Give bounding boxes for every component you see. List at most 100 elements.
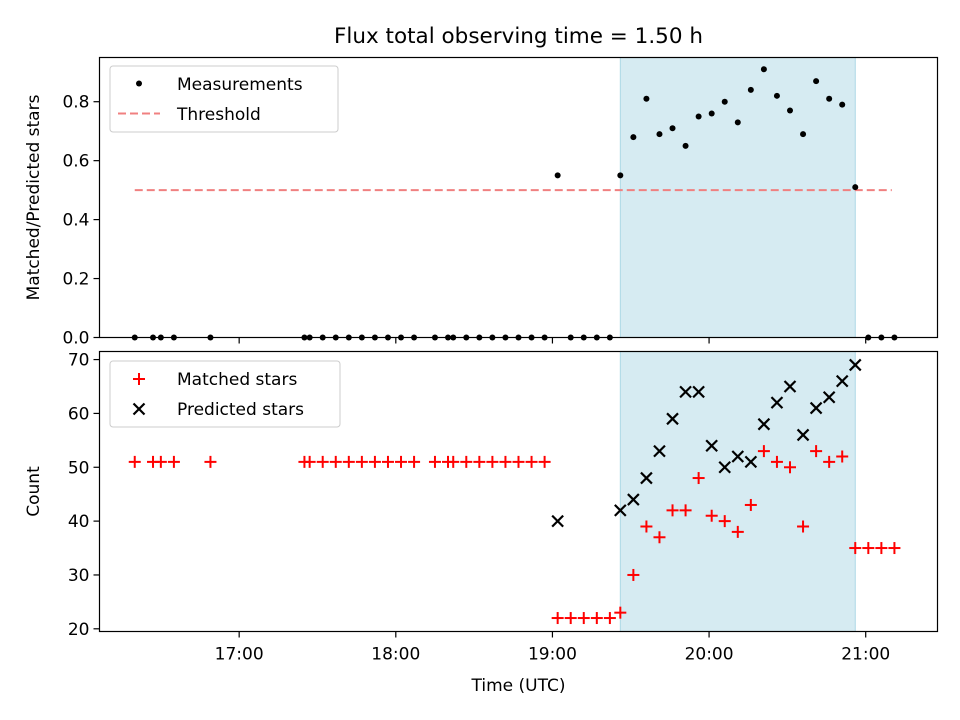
predicted-star-point-7 [692, 385, 705, 399]
predicted-star-point-12 [757, 417, 771, 431]
matched-star-point-14 [408, 455, 421, 468]
x-tick-label-1: 18:00 [371, 645, 420, 665]
matched-star-point-51 [888, 542, 901, 555]
matched-star-point-38 [718, 515, 731, 528]
predicted-star-point-15-b [796, 428, 810, 442]
matched-star-point-10 [355, 455, 368, 468]
measurement-point-46 [826, 95, 833, 102]
matched-star-point-45 [810, 445, 823, 458]
x-axis-label: Time (UTC) [471, 676, 566, 696]
matched-star-point-8 [329, 455, 342, 468]
count-y-axis-label: Count [24, 466, 44, 517]
matched-star-point-31 [627, 568, 640, 581]
count-panel: 20 30 40 50 60 70 Count Matched stars Predict… [24, 350, 939, 640]
measurement-point-37 [708, 110, 715, 117]
legend-predicted-cross-b [132, 402, 146, 416]
predicted-star-point-4-b [653, 444, 666, 458]
ratio-legend: Measurements Threshold [109, 65, 339, 133]
legend-matched-label: Matched stars [177, 370, 297, 390]
measurement-point-32 [643, 95, 650, 102]
predicted-star-point-16 [809, 401, 823, 415]
time-x-ticks: 17:00 18:00 19:00 20:00 21:00 [215, 337, 890, 665]
measurement-point-41 [760, 66, 767, 73]
legend-threshold-label: Threshold [176, 105, 261, 125]
predicted-star-point-14 [783, 380, 797, 393]
legend-matched-plus [133, 373, 145, 385]
matched-star-point-29 [603, 612, 616, 625]
measurement-point-36 [695, 113, 702, 120]
matched-star-point-40 [744, 498, 757, 511]
legend-measurements-marker [136, 80, 142, 87]
matched-star-point-18 [460, 455, 473, 468]
predicted-star-point-13 [770, 396, 784, 409]
predicted-star-point-3-b [640, 471, 653, 485]
predicted-star-point-15 [796, 428, 810, 442]
measurement-point-31 [630, 134, 637, 141]
predicted-star-point-2-b [627, 493, 640, 506]
chart-title: Flux total observing time = 1.50 h [334, 24, 703, 49]
observing-window-bottom [619, 351, 856, 632]
ratio-y-tick-label-1: 0.2 [62, 270, 89, 290]
measurement-point-48 [852, 184, 859, 191]
measurement-point-44 [800, 131, 807, 138]
count-y-ticks: 20 30 40 50 60 70 [68, 351, 100, 640]
measurement-point-42 [773, 92, 780, 99]
ratio-y-tick-label-4: 0.8 [62, 93, 89, 113]
matched-star-point-32 [640, 520, 653, 533]
predicted-star-point-1-b [614, 504, 627, 517]
predicted-star-point-8-b [705, 439, 718, 453]
predicted-star-point-18 [835, 374, 849, 388]
predicted-star-point-13-b [770, 396, 784, 409]
predicted-star-point-9 [718, 460, 732, 474]
matched-star-point-35 [679, 504, 692, 517]
matched-star-point-46 [823, 455, 836, 468]
count-legend: Matched stars Predicted stars [109, 360, 341, 428]
matched-star-point-26 [564, 612, 577, 625]
matched-star-point-43 [784, 461, 797, 474]
matched-star-point-42 [770, 455, 783, 468]
x-tick-label-0: 17:00 [215, 645, 264, 665]
measurement-point-40 [747, 86, 754, 93]
predicted-star-point-6 [679, 385, 692, 399]
predicted-star-point-17-b [822, 390, 836, 404]
predicted-star-point-7-b [692, 385, 705, 399]
predicted-star-point-18-b [835, 374, 849, 388]
count-y-tick-label-4: 60 [68, 404, 90, 424]
predicted-star-point-19 [848, 358, 862, 372]
matched-star-point-41 [757, 445, 770, 458]
count-legend-box [109, 360, 341, 428]
matched-star-point-33 [653, 531, 666, 544]
legend-matched-marker [133, 373, 145, 385]
matched-star-point-12 [381, 455, 394, 468]
matched-star-point-36 [692, 472, 705, 485]
legend-measurements-label: Measurements [177, 75, 303, 95]
measurement-point-39 [734, 119, 741, 126]
predicted-star-point-16-b [809, 401, 823, 415]
count-axes-frame [98, 350, 939, 633]
predicted-star-point-4 [653, 444, 666, 458]
matched-star-point-49 [862, 542, 875, 555]
measurement-point-43 [787, 107, 794, 114]
count-y-tick-label-2: 40 [68, 512, 90, 532]
matched-star-point-47 [836, 450, 849, 463]
predicted-star-point-8 [705, 439, 718, 453]
predicted-star-point-3 [640, 471, 653, 485]
x-tick-label-4: 21:00 [841, 645, 890, 665]
predicted-star-point-11-b [744, 455, 758, 469]
matched-star-point-44 [797, 520, 810, 533]
x-tick-label-2: 19:00 [528, 645, 577, 665]
ratio-y-axis-label: Matched/Predicted stars [24, 94, 44, 300]
matched-star-point-27 [577, 612, 590, 625]
matched-star-point-11 [368, 455, 381, 468]
matched-star-point-19 [473, 455, 486, 468]
legend-predicted-marker [132, 402, 146, 416]
predicted-star-point-11 [744, 455, 758, 469]
ratio-y-tick-label-3: 0.6 [62, 152, 89, 172]
predicted-star-point-10-b [731, 450, 745, 463]
observing-window-top [619, 57, 856, 338]
predicted-star-point-6-b [679, 385, 692, 399]
predicted-star-point-12-b [757, 417, 771, 431]
matched-star-point-25 [551, 612, 564, 625]
matched-star-point-9 [342, 455, 355, 468]
matched-star-point-20 [486, 455, 499, 468]
